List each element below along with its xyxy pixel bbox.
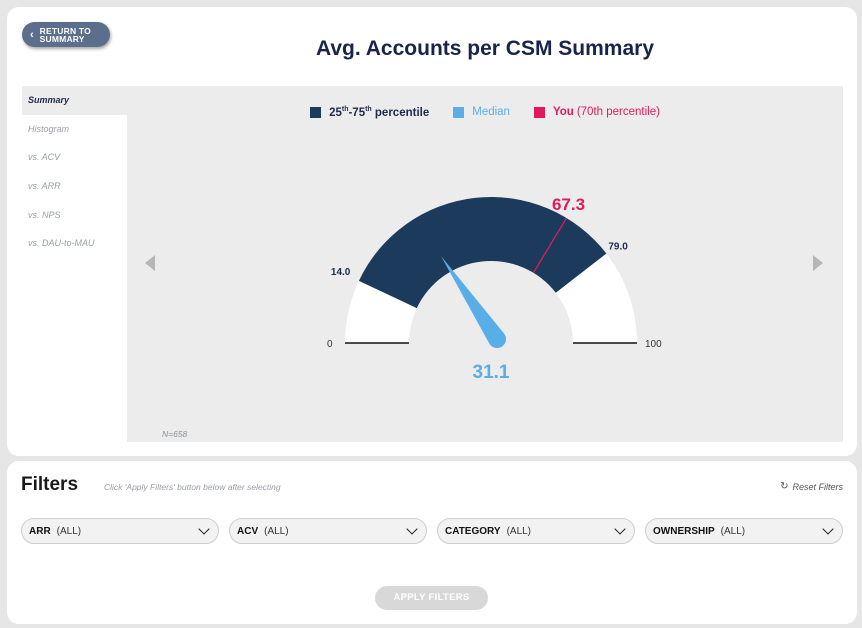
- sidebar-item-vs-acv[interactable]: vs. ACV: [28, 152, 61, 163]
- chevron-down-icon: [822, 523, 834, 535]
- legend-median-swatch: [453, 106, 465, 118]
- prev-chart-arrow-icon[interactable]: [145, 255, 155, 271]
- chevron-down-icon: [406, 523, 418, 535]
- summary-card: ‹ RETURN TO SUMMARY Avg. Accounts per CS…: [7, 7, 857, 456]
- return-to-summary-button[interactable]: ‹ RETURN TO SUMMARY: [22, 22, 110, 47]
- legend-median: Median: [453, 106, 510, 119]
- sidebar-item-vs-arr[interactable]: vs. ARR: [28, 181, 61, 192]
- gauge-band-low-label: 14.0: [331, 267, 351, 278]
- gauge-chart: 0 100 14.0 79.0 67.3 31.1: [327, 195, 662, 383]
- gauge-median-needle: [441, 256, 507, 349]
- refresh-icon: ↻: [780, 481, 789, 492]
- arr-dropdown[interactable]: ARR (ALL): [21, 518, 219, 544]
- dropdown-key: ARR: [29, 525, 51, 537]
- dropdown-value: (ALL): [720, 525, 746, 537]
- return-label: RETURN TO SUMMARY: [39, 25, 91, 44]
- gauge-band-high-label: 79.0: [608, 242, 628, 253]
- dropdown-value: (ALL): [56, 525, 82, 537]
- legend-you: You (70th percentile): [533, 106, 660, 119]
- legend-you-detail: (70th percentile): [576, 106, 660, 119]
- dropdown-key: ACV: [237, 525, 259, 537]
- gauge-you-marker: [532, 217, 568, 274]
- filters-title: Filters: [21, 474, 79, 495]
- legend-band-label: 25th-75th percentile: [329, 106, 430, 119]
- next-chart-arrow-icon[interactable]: [813, 255, 823, 271]
- reset-filters-button[interactable]: ↻ Reset Filters: [780, 481, 843, 492]
- sidebar-item-histogram[interactable]: Histogram: [28, 123, 70, 134]
- gauge-min-label: 0: [327, 339, 333, 350]
- page-title: Avg. Accounts per CSM Summary: [315, 37, 655, 60]
- legend-median-label: Median: [472, 106, 510, 119]
- sidebar-nav: Summary Histogram vs. ACV vs. ARR vs. NP…: [22, 86, 127, 258]
- gauge-band: [358, 197, 607, 309]
- chevron-down-icon: [614, 523, 626, 535]
- dropdown-key: CATEGORY: [445, 525, 501, 537]
- filters-card: Filters Click 'Apply Filters' button bel…: [7, 461, 857, 624]
- sidebar-item-summary[interactable]: Summary: [22, 86, 127, 115]
- filters-hint: Click 'Apply Filters' button below after…: [104, 482, 281, 492]
- sample-size-label: N=658: [162, 429, 188, 439]
- chart-panel: 25th-75th percentile Median You (70th pe…: [127, 86, 843, 442]
- reset-filters-label: Reset Filters: [792, 481, 843, 492]
- apply-filters-button[interactable]: APPLY FILTERS: [375, 586, 488, 610]
- legend-band: 25th-75th percentile: [310, 106, 429, 119]
- category-dropdown[interactable]: CATEGORY (ALL): [437, 518, 635, 544]
- gauge-median-label: 31.1: [473, 362, 510, 383]
- legend-you-label: You: [552, 106, 574, 119]
- chart-legend: 25th-75th percentile Median You (70th pe…: [127, 106, 843, 119]
- acv-dropdown[interactable]: ACV (ALL): [229, 518, 427, 544]
- dropdown-value: (ALL): [264, 525, 289, 537]
- chevron-down-icon: [198, 523, 210, 535]
- sidebar-item-vs-dau-to-mau[interactable]: vs. DAU-to-MAU: [28, 238, 95, 249]
- dropdown-key: OWNERSHIP: [653, 525, 715, 537]
- sidebar-item-vs-nps[interactable]: vs. NPS: [28, 209, 61, 220]
- legend-band-swatch: [310, 106, 322, 118]
- ownership-dropdown[interactable]: OWNERSHIP (ALL): [645, 518, 843, 544]
- chevron-left-icon: ‹: [30, 28, 34, 41]
- gauge-you-label: 67.3: [552, 195, 585, 214]
- dropdown-value: (ALL): [506, 525, 532, 537]
- legend-you-swatch: [533, 106, 545, 118]
- gauge-max-label: 100: [645, 339, 662, 350]
